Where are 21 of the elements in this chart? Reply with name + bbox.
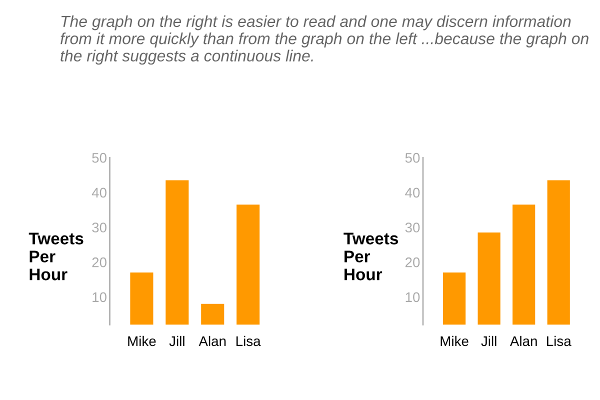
x-tick-label: Alan bbox=[198, 336, 226, 346]
x-tick-label: Lisa bbox=[547, 336, 572, 346]
x-tick-label: Alan bbox=[510, 336, 537, 346]
x-tick-label: Lisa bbox=[236, 336, 261, 346]
y-tick-label: 20 bbox=[405, 257, 420, 268]
y-tick-label: 10 bbox=[92, 292, 106, 302]
x-tick-label: Jill bbox=[169, 336, 184, 346]
text: The graph on the right is easier to read and one may discern information from it more quickly than from the graph on the left ...because the graph on the right suggests a continuous line. bbox=[60, 15, 588, 65]
y-tick-label: 50 bbox=[405, 152, 420, 163]
x-tick-label: Mike bbox=[128, 336, 156, 346]
y-axis-title: Tweets Per Hour bbox=[28, 232, 84, 280]
y-tick-label: 20 bbox=[92, 257, 106, 268]
y-tick-label: 10 bbox=[406, 292, 420, 302]
y-tick-label: 30 bbox=[405, 222, 420, 232]
x-tick-label: Mike bbox=[440, 336, 468, 346]
y-tick-label: 40 bbox=[92, 188, 106, 198]
x-tick-label: Jill bbox=[481, 336, 496, 346]
y-tick-label: 30 bbox=[92, 222, 106, 232]
y-tick-label: 50 bbox=[92, 152, 106, 163]
y-tick-label: 40 bbox=[405, 188, 420, 198]
y-axis-title: Tweets Per Hour bbox=[344, 232, 398, 280]
